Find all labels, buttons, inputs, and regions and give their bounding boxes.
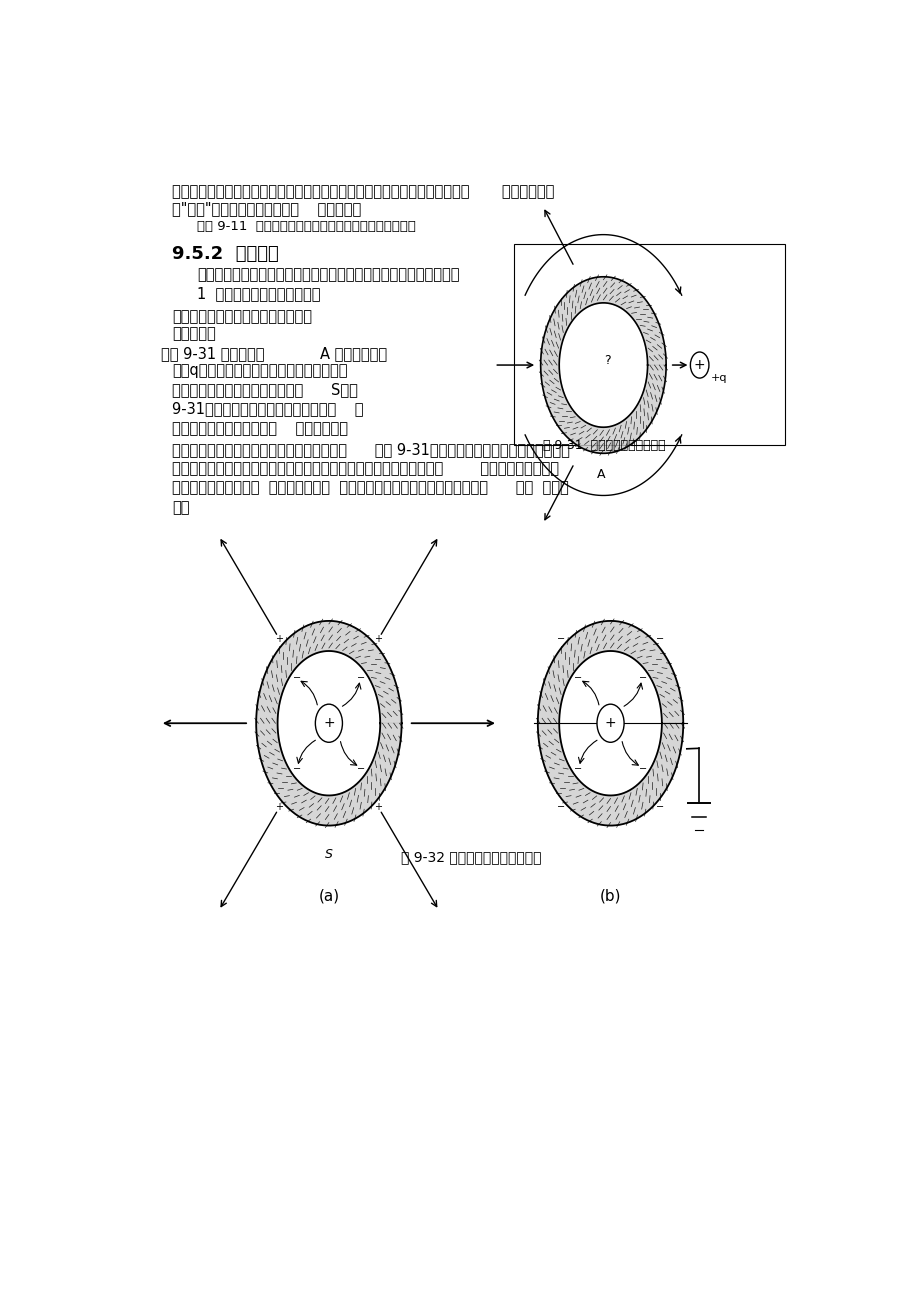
Text: 问题 9-11  说出尖端放电在生产实际中的一些使用实例。: 问题 9-11 说出尖端放电在生产实际中的一些使用实例。 xyxy=(197,220,415,232)
Circle shape xyxy=(689,352,709,378)
Polygon shape xyxy=(538,622,683,826)
Text: 如图 9-31 一空腔导体            A 外面放有点电: 如图 9-31 一空腔导体 A 外面放有点电 xyxy=(161,347,387,361)
Text: +: + xyxy=(693,358,705,373)
Text: +: + xyxy=(275,803,283,813)
Text: 这时如果在腔体内作一个封闭曲面      S（图: 这时如果在腔体内作一个封闭曲面 S（图 xyxy=(172,382,357,397)
Text: 的性质相矛盾了。所以  空腔的内表面上  必然处处无净电荷而空腔内的电场强度      也就  必然为: 的性质相矛盾了。所以 空腔的内表面上 必然处处无净电荷而空腔内的电场强度 也就 … xyxy=(172,481,568,495)
Text: 中和掉；与尖端上电荷同号的带电粒子受尖端电荷的排斥而从尖端附近飞开。       这种使得空气: 中和掉；与尖端上电荷同号的带电粒子受尖端电荷的排斥而从尖端附近飞开。 这种使得空… xyxy=(172,185,554,199)
Text: −: − xyxy=(655,635,664,644)
Text: −: − xyxy=(638,672,646,683)
Text: (b): (b) xyxy=(599,889,620,904)
Text: 荷＋q，在静电平衡时，腔体内的场强为零。: 荷＋q，在静电平衡时，腔体内的场强为零。 xyxy=(172,364,347,378)
Text: −: − xyxy=(573,764,582,774)
Text: ?: ? xyxy=(603,353,609,366)
Text: 腔内表面上的净电荷为零。    但是会不会在: 腔内表面上的净电荷为零。 但是会不会在 xyxy=(172,421,347,437)
Text: 内表面上某处有正电荷，另一处有负电荷呢？      （图 9-31）不会的。因为如果这样，则空腔内: 内表面上某处有正电荷，另一处有负电荷呢？ （图 9-31）不会的。因为如果这样，… xyxy=(172,442,569,457)
Text: 将使腔内空间电场不受外部空间的电: 将使腔内空间电场不受外部空间的电 xyxy=(172,309,312,324)
Text: 1  空腔导体（无论接地与否）: 1 空腔导体（无论接地与否） xyxy=(197,285,320,301)
Text: −: − xyxy=(357,672,365,683)
Text: −: − xyxy=(292,672,301,683)
Text: S: S xyxy=(324,848,333,861)
Circle shape xyxy=(596,704,623,743)
Polygon shape xyxy=(540,276,665,453)
Text: +: + xyxy=(374,803,382,813)
Text: +: + xyxy=(604,717,616,730)
Text: A: A xyxy=(596,468,605,481)
Text: 静电平衡时导体内部的场强为零这一规律在技术上用来作静电屏蔽。: 静电平衡时导体内部的场强为零这一规律在技术上用来作静电屏蔽。 xyxy=(197,267,459,281)
Text: +: + xyxy=(374,635,382,644)
Text: −: − xyxy=(638,764,646,774)
Text: 被"击穿"而产生的放电现象称为    尖端放电。: 被"击穿"而产生的放电现象称为 尖端放电。 xyxy=(172,202,361,216)
Text: −: − xyxy=(556,635,564,644)
Text: +q: +q xyxy=(709,373,726,383)
Circle shape xyxy=(315,704,342,743)
Text: (a): (a) xyxy=(318,889,339,904)
Polygon shape xyxy=(255,622,402,826)
Text: 场的影响。: 场的影响。 xyxy=(172,326,216,341)
Text: −: − xyxy=(556,803,564,813)
Text: −: − xyxy=(357,764,365,774)
Text: +: + xyxy=(275,635,283,644)
Text: 将有电场。这一电场将使得内表面上带正电荷和负电荷的地方有电势差        ，这与导体是等势体: 将有电场。这一电场将使得内表面上带正电荷和负电荷的地方有电势差 ，这与导体是等势… xyxy=(172,461,559,477)
Text: −: − xyxy=(292,764,301,774)
Text: 9.5.2  静电屏蔽: 9.5.2 静电屏蔽 xyxy=(172,245,278,263)
Text: 9-31）包围住空腔，可以由高斯定理知    空: 9-31）包围住空腔，可以由高斯定理知 空 xyxy=(172,401,363,416)
Text: +: + xyxy=(323,717,335,730)
Text: −: − xyxy=(655,803,664,813)
Text: −: − xyxy=(573,672,582,683)
Text: 图 9-31  用空腔导体屏蔽外电场: 图 9-31 用空腔导体屏蔽外电场 xyxy=(542,439,664,452)
Text: 零。: 零。 xyxy=(172,500,189,516)
Text: 图 9-32 接地导体空腔的屏蔽作用: 图 9-32 接地导体空腔的屏蔽作用 xyxy=(401,851,541,865)
